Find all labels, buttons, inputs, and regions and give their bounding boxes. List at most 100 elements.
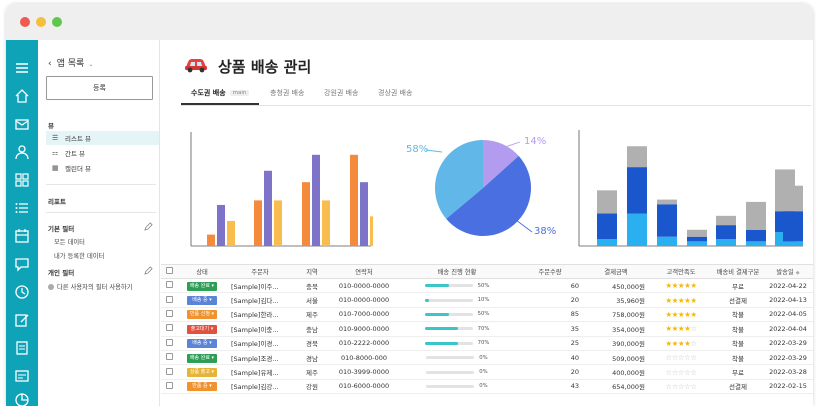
chevron-left-icon: ‹ <box>48 59 52 69</box>
list-icon[interactable] <box>14 200 30 216</box>
column-header[interactable]: 상태 <box>177 264 227 279</box>
pencil-icon[interactable] <box>144 222 153 231</box>
maximize-window-button[interactable] <box>52 17 62 27</box>
shipping-pay-cell: 무료 <box>713 364 763 380</box>
edit-icon[interactable] <box>14 312 30 328</box>
star-rating: ★★★★★ <box>665 310 697 319</box>
grid-icon[interactable] <box>14 172 30 188</box>
view-section-title: 뷰 <box>48 122 54 130</box>
column-header[interactable]: 결제금액 <box>583 264 649 279</box>
row-checkbox[interactable] <box>165 338 173 346</box>
minimize-window-button[interactable] <box>36 17 46 27</box>
column-header[interactable]: 주문수량 <box>517 264 583 279</box>
row-checkbox[interactable] <box>165 367 173 375</box>
column-header[interactable]: 지역 <box>293 264 331 279</box>
table-row[interactable]: 배송 완료 ▾ [Sample]이주... 충북 010-0000-0000 50% 60… <box>161 278 813 294</box>
column-header[interactable]: 고객만족도 <box>649 264 713 279</box>
menu-icon[interactable] <box>14 60 30 76</box>
sidebar-item-list-view[interactable]: ☰ 리스트 뷰 <box>46 131 159 145</box>
close-window-button[interactable] <box>20 17 30 27</box>
user-icon[interactable] <box>14 144 30 160</box>
column-header[interactable]: 배송 진행 현황 <box>397 264 517 279</box>
home-icon[interactable] <box>14 88 30 104</box>
status-badge[interactable]: 상품 출고 ▾ <box>187 368 217 378</box>
row-checkbox[interactable] <box>165 309 173 317</box>
orderer-cell: [Sample]한라... <box>227 307 293 323</box>
clock-icon[interactable] <box>14 284 30 300</box>
tab-gyeongsang-delivery[interactable]: 경상권 배송 <box>378 89 413 97</box>
orderer-cell: [Sample]김다... <box>227 292 293 308</box>
rating-cell: ★★★★☆ <box>649 321 713 337</box>
status-badge[interactable]: 반품 신청 ▾ <box>187 310 217 320</box>
app-list-toggle[interactable]: ‹ 앱 목록 ⌄ <box>48 56 93 69</box>
row-checkbox[interactable] <box>165 295 173 303</box>
table-row[interactable]: 배송 완료 ▾ [Sample]조경... 경남 010-8000-000 0% 40 50… <box>161 350 813 366</box>
column-header[interactable]: 연락처 <box>331 264 397 279</box>
column-header[interactable]: 주문자 <box>227 264 293 279</box>
stacked-bar-segment <box>627 146 647 168</box>
pie-chart: 58% 14% 38% <box>406 136 556 237</box>
column-header[interactable]: 배송비 결제구분 <box>713 264 763 279</box>
table-row[interactable]: 반품 중 ▾ [Sample]김강... 강원 010-6000-0000 0% 43 65… <box>161 379 813 395</box>
sidebar-item-gantt-view[interactable]: ⚏ 간트 뷰 <box>46 146 159 160</box>
calendar-icon[interactable] <box>14 228 30 244</box>
tab-capital-delivery[interactable]: 수도권 배송 main <box>191 88 250 98</box>
mail-icon[interactable] <box>14 116 30 132</box>
status-badge[interactable]: 배송 중 ▾ <box>187 339 217 349</box>
progress-percent: 0% <box>479 354 488 361</box>
tab-gangwon-delivery[interactable]: 강원권 배송 <box>324 89 359 97</box>
progress-bar <box>426 384 475 388</box>
progress-bar <box>424 312 473 316</box>
table-row[interactable]: 배송 중 ▾ [Sample]김다... 서울 010-0000-0000 10% 20 3… <box>161 292 813 308</box>
register-button[interactable]: 등록 <box>46 76 153 100</box>
pencil-icon[interactable] <box>144 266 153 275</box>
progress-bar <box>426 370 475 374</box>
pie-slice <box>483 140 519 188</box>
filter-item-all-data[interactable]: 모든 데이터 <box>54 239 85 246</box>
row-checkbox[interactable] <box>165 381 173 389</box>
sidebar-item-calendar-view[interactable]: ▦ 캘린더 뷰 <box>46 161 159 175</box>
star-icon: ★ <box>684 295 691 305</box>
row-checkbox[interactable] <box>165 324 173 332</box>
note-icon[interactable] <box>14 368 30 384</box>
stacked-bar-segment <box>687 236 707 242</box>
rating-cell: ☆☆☆☆☆ <box>649 379 713 395</box>
table-row[interactable]: 배송 중 ▾ [Sample]이경... 경북 010-2222-0000 70% 25 3… <box>161 336 813 351</box>
progress-fill <box>424 298 430 302</box>
pie-chart-icon[interactable] <box>14 392 30 406</box>
phone-cell: 010-6000-0000 <box>331 379 397 395</box>
table-row[interactable]: 상품 출고 ▾ [Sample]유제... 제주 010-3999-0000 0% 20 4… <box>161 364 813 380</box>
star-icon: ☆ <box>684 353 691 363</box>
stacked-bar-segment <box>783 241 803 246</box>
star-icon: ☆ <box>684 381 691 391</box>
select-all-checkbox[interactable] <box>165 267 173 274</box>
status-badge[interactable]: 반품 중 ▾ <box>187 382 217 392</box>
status-badge[interactable]: 배송 완료 ▾ <box>187 281 217 291</box>
stacked-bar-segment <box>746 201 766 230</box>
status-badge[interactable]: 배송 중 ▾ <box>187 296 217 306</box>
table-row[interactable]: 반품 신청 ▾ [Sample]한라... 제주 010-7000-0000 50% 85… <box>161 307 813 323</box>
star-icon: ★ <box>684 281 691 291</box>
report-section-title[interactable]: 리포트 <box>48 198 66 206</box>
tab-label: 수도권 배송 <box>191 89 226 97</box>
progress-percent: 50% <box>477 311 490 318</box>
quantity-cell: 25 <box>517 336 583 351</box>
use-other-filters-link[interactable]: 다른 사용자의 필터 사용하기 <box>48 282 133 291</box>
table-row[interactable]: 출고대기 ▾ [Sample]이충... 충남 010-9000-0000 70% 35 3… <box>161 321 813 337</box>
document-icon[interactable] <box>14 340 30 356</box>
status-badge[interactable]: 출고대기 ▾ <box>187 324 217 334</box>
data-table: 상태 주문자 지역 연락처 배송 진행 현황 주문수량 결제금액 고객만족도 배… <box>161 264 813 406</box>
star-icon: ★ <box>684 324 691 334</box>
star-icon: ★ <box>677 295 685 305</box>
column-header-sorted[interactable]: 발송일 ◆ <box>763 264 813 279</box>
chat-icon[interactable] <box>14 256 30 272</box>
progress-cell: 0% <box>397 350 517 366</box>
row-checkbox[interactable] <box>165 281 173 289</box>
filter-item-my-data[interactable]: 내가 등록한 데이터 <box>54 253 105 260</box>
bar <box>370 216 373 246</box>
status-badge[interactable]: 배송 완료 ▾ <box>187 353 217 363</box>
row-checkbox[interactable] <box>165 353 173 361</box>
amount-cell: 654,000원 <box>583 379 649 395</box>
tab-chungcheong-delivery[interactable]: 충청권 배송 <box>270 89 305 97</box>
star-icon: ☆ <box>665 353 672 363</box>
